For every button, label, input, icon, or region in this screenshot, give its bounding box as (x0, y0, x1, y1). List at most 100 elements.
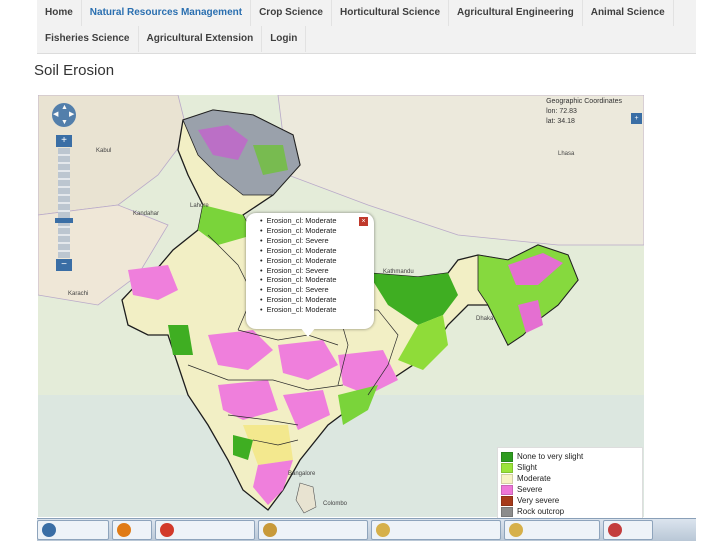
boundary-line (367, 309, 399, 396)
pan-left-icon[interactable]: ◀ (53, 111, 59, 118)
zoom-out-button[interactable]: − (56, 259, 72, 271)
boundary-line (207, 234, 254, 331)
nav-animal-science[interactable]: Animal Science (583, 0, 674, 26)
boundary-line (187, 364, 344, 391)
patch-severe (508, 253, 563, 285)
patch-slight (398, 315, 448, 370)
zoom-control: + − (55, 135, 73, 272)
paint-icon (263, 523, 277, 537)
folder-icon (376, 523, 390, 537)
layer-switcher-button[interactable]: + (631, 113, 642, 124)
boundary-line (227, 414, 299, 426)
taskbar-button[interactable] (112, 520, 152, 540)
pdf-icon (608, 523, 622, 537)
pan-ring[interactable]: ▲ ◀ ▶ ▼ (52, 103, 76, 127)
pan-down-icon[interactable]: ▼ (61, 119, 68, 126)
page-title: Soil Erosion (34, 62, 115, 79)
nav-login[interactable]: Login (262, 26, 307, 52)
legend-label: None to very slight (517, 452, 584, 461)
taskbar-button[interactable] (504, 520, 600, 540)
region-afghanistan (38, 95, 189, 216)
nav-row-primary: Home Natural Resources Management Crop S… (37, 0, 674, 26)
legend-label: Very severe (517, 496, 560, 505)
pan-right-icon[interactable]: ▶ (69, 111, 75, 118)
coordinates-lon: lon: 72.83 (546, 108, 577, 115)
zoom-slider[interactable] (55, 148, 73, 258)
chrome-icon (160, 523, 174, 537)
taskbar-button[interactable] (371, 520, 501, 540)
nav-horticultural-science[interactable]: Horticultural Science (332, 0, 450, 26)
place-label: Dhaka (476, 316, 494, 322)
boundary-line (237, 329, 339, 346)
region-ocean (38, 395, 644, 517)
nav-crop-science[interactable]: Crop Science (251, 0, 332, 26)
folder-icon (509, 523, 523, 537)
top-navigation: Home Natural Resources Management Crop S… (37, 0, 696, 54)
legend-swatch (501, 462, 513, 473)
patch-severe (338, 350, 398, 395)
patch-severe (198, 125, 248, 160)
patch-severe (278, 340, 338, 380)
taskbar-button[interactable] (603, 520, 653, 540)
popup-item: Erosion_cl: Moderate (260, 305, 366, 315)
place-label: Kathmandu (383, 269, 414, 275)
popup-item: Erosion_cl: Moderate (260, 256, 366, 266)
nav-natural-resources-management[interactable]: Natural Resources Management (82, 0, 252, 26)
firefox-icon (117, 523, 131, 537)
taskbar-button[interactable] (155, 520, 255, 540)
patch-slight (253, 145, 288, 175)
legend-label: Severe (517, 485, 543, 494)
place-label: Kabul (96, 148, 111, 154)
popup-item: Erosion_cl: Moderate (260, 246, 366, 256)
nav-fisheries-science[interactable]: Fisheries Science (37, 26, 139, 52)
legend-swatch (501, 495, 513, 506)
legend-label: Moderate (517, 474, 551, 483)
popup-close-button[interactable]: × (359, 217, 368, 226)
zoom-slider-thumb[interactable] (55, 218, 73, 223)
place-label: Bangalore (288, 471, 316, 477)
os-taskbar (37, 518, 696, 541)
patch-none (368, 273, 458, 325)
patch-severe (208, 330, 273, 370)
legend-label: Slight (517, 463, 538, 472)
nav-agricultural-engineering[interactable]: Agricultural Engineering (449, 0, 583, 26)
legend-item: Rock outcrop (501, 506, 639, 517)
region-sri-lanka (295, 482, 317, 514)
legend-swatch (501, 484, 513, 495)
taskbar-button[interactable] (258, 520, 368, 540)
map-viewport[interactable]: Kabul Kandahar Lahore Lhasa Kathmandu Dh… (38, 95, 644, 517)
coordinates-lat: lat: 34.18 (546, 118, 575, 125)
legend-swatch (501, 451, 513, 462)
taskbar-button[interactable] (37, 520, 109, 540)
patch-severe (283, 390, 330, 430)
coordinates-readout: Geographic Coordinates lon: 72.83 lat: 3… (546, 97, 622, 127)
nav-row-secondary: Fisheries Science Agricultural Extension… (37, 26, 307, 52)
place-label: Karachi (68, 291, 88, 297)
popup-item: Erosion_cl: Moderate (260, 216, 366, 226)
popup-list: Erosion_cl: Moderate Erosion_cl: Moderat… (254, 216, 366, 315)
zoom-in-button[interactable]: + (56, 135, 72, 147)
legend-item: None to very slight (501, 451, 639, 462)
popup-item: Erosion_cl: Moderate (260, 275, 366, 285)
popup-item: Erosion_cl: Severe (260, 236, 366, 246)
popup-item: Erosion_cl: Severe (260, 285, 366, 295)
boundary-line (252, 439, 299, 446)
pan-up-icon[interactable]: ▲ (61, 104, 68, 111)
legend-item: Moderate (501, 473, 639, 484)
patch-none (233, 435, 253, 460)
patch-severe (253, 460, 293, 505)
legend-swatch (501, 506, 513, 517)
patch-moderate (243, 425, 293, 465)
coordinates-title: Geographic Coordinates (546, 98, 622, 105)
legend-item: Slight (501, 462, 639, 473)
nav-home[interactable]: Home (37, 0, 82, 26)
legend-swatch (501, 473, 513, 484)
region-china (277, 95, 644, 246)
legend-label: Rock outcrop (517, 507, 565, 516)
patch-slight (198, 205, 253, 245)
pan-control[interactable]: ▲ ◀ ▶ ▼ (52, 103, 76, 127)
place-label: Lhasa (558, 151, 575, 157)
popup-item: Erosion_cl: Severe (260, 266, 366, 276)
nav-agricultural-extension[interactable]: Agricultural Extension (139, 26, 263, 52)
